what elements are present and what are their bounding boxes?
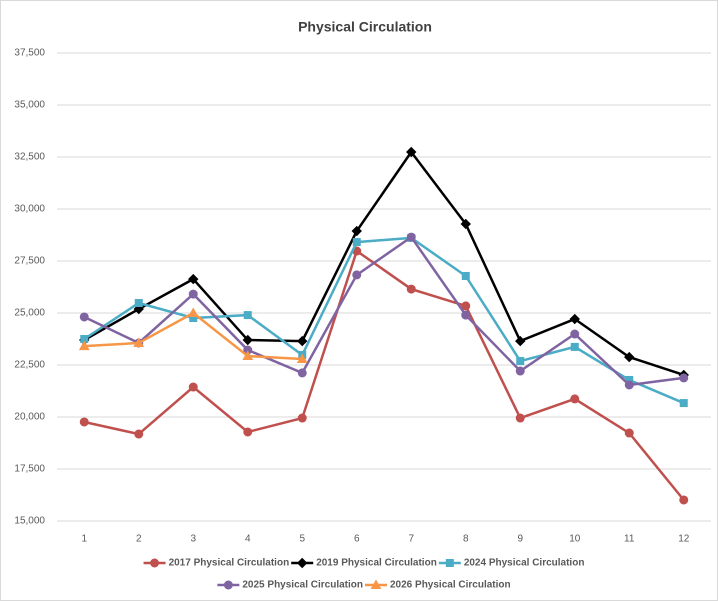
marker	[445, 559, 454, 567]
series-line	[83, 236, 685, 405]
marker	[352, 238, 361, 247]
series-line	[83, 149, 685, 377]
marker	[188, 289, 198, 299]
legend-label: 2026 Physical Circulation	[390, 580, 511, 591]
y-tick-label: 20,000	[14, 412, 45, 423]
marker	[624, 380, 634, 390]
marker	[79, 417, 89, 427]
x-tick-label: 6	[354, 534, 360, 545]
y-tick-label: 37,500	[14, 48, 45, 59]
marker	[679, 495, 689, 505]
marker	[134, 299, 143, 308]
marker	[624, 428, 634, 438]
marker	[516, 357, 525, 366]
marker	[223, 580, 233, 590]
legend-label: 2025 Physical Circulation	[242, 580, 363, 591]
marker	[296, 557, 308, 569]
marker	[515, 366, 525, 376]
marker	[570, 342, 579, 351]
marker	[406, 146, 417, 158]
x-tick-label: 5	[299, 534, 305, 545]
y-tick-label: 22,500	[14, 360, 45, 371]
marker	[679, 399, 688, 408]
legend-label: 2019 Physical Circulation	[316, 558, 437, 569]
marker	[188, 273, 199, 285]
marker	[242, 334, 253, 346]
marker	[133, 337, 145, 347]
marker	[187, 307, 199, 317]
y-tick-label: 27,500	[14, 256, 45, 267]
y-tick-label: 17,500	[14, 464, 45, 475]
marker	[569, 313, 580, 325]
y-tick-label: 30,000	[14, 204, 45, 215]
x-tick-label: 2	[136, 534, 142, 545]
marker	[243, 311, 252, 320]
marker	[624, 351, 635, 363]
x-tick-label: 9	[517, 534, 523, 545]
marker	[188, 382, 198, 392]
marker	[461, 310, 471, 320]
x-tick-label: 8	[463, 534, 469, 545]
legend-label: 2024 Physical Circulation	[464, 558, 585, 569]
marker	[134, 429, 144, 439]
marker	[406, 284, 416, 294]
x-tick-label: 12	[678, 534, 690, 545]
marker	[297, 368, 307, 378]
series-line	[83, 235, 684, 387]
marker	[515, 335, 526, 347]
marker	[351, 225, 362, 237]
x-tick-label: 4	[245, 534, 251, 545]
marker	[297, 413, 307, 423]
marker	[406, 232, 416, 242]
x-tick-label: 7	[408, 534, 414, 545]
marker	[515, 413, 525, 423]
legend-row: 2017 Physical Circulation 2019 Physical C…	[143, 557, 585, 569]
marker	[570, 394, 580, 404]
y-tick-label: 25,000	[14, 308, 45, 319]
marker	[460, 218, 471, 230]
marker	[370, 579, 382, 589]
legend-label: 2017 Physical Circulation	[169, 558, 290, 569]
marker	[570, 329, 580, 339]
x-tick-label: 1	[81, 534, 87, 545]
marker	[296, 353, 308, 363]
marker	[679, 373, 689, 383]
x-tick-label: 11	[624, 534, 635, 545]
marker	[79, 312, 89, 322]
series-line	[83, 249, 685, 501]
marker	[352, 270, 362, 280]
marker	[243, 427, 253, 437]
y-tick-label: 32,500	[14, 152, 45, 163]
chart-title: Physical Circulation	[298, 19, 432, 35]
y-tick-label: 15,000	[14, 516, 45, 527]
x-tick-label: 3	[190, 534, 196, 545]
marker	[461, 271, 470, 280]
y-tick-label: 35,000	[14, 100, 45, 111]
x-tick-label: 10	[569, 534, 581, 545]
marker	[461, 301, 471, 311]
marker	[78, 340, 90, 351]
marker	[242, 350, 254, 361]
legend-row: 2025 Physical Circulation 2026 Physical C…	[217, 579, 511, 591]
marker	[297, 335, 308, 347]
marker	[150, 558, 160, 568]
